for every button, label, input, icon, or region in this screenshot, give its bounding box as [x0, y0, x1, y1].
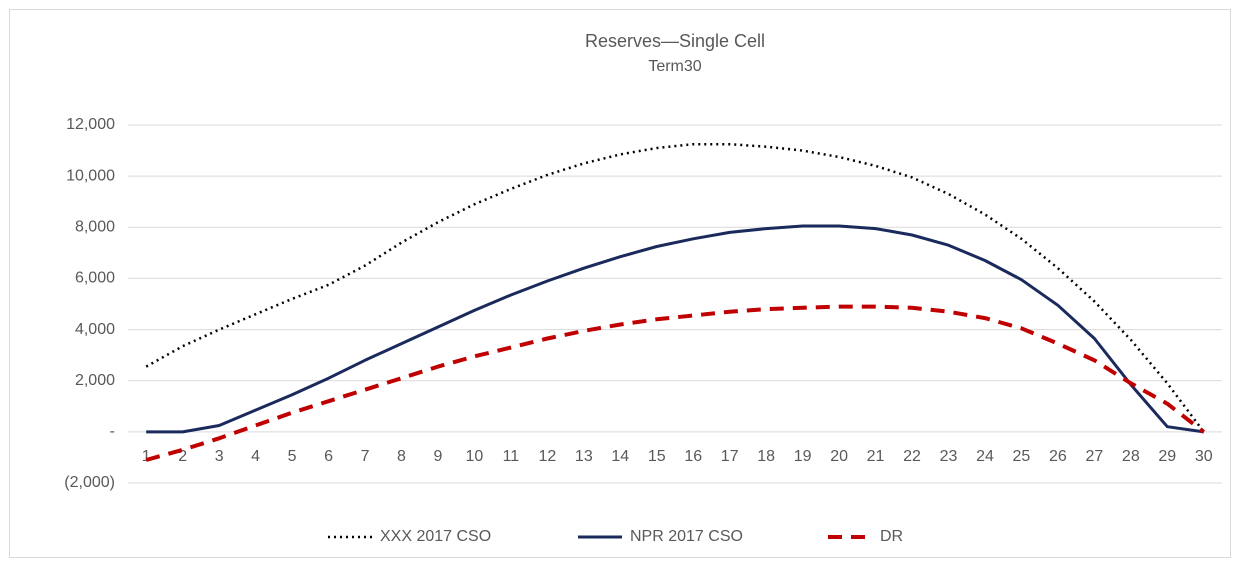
legend-label: XXX 2017 CSO [380, 528, 491, 545]
x-tick-label: 14 [611, 448, 629, 465]
x-tick-label: 1 [142, 448, 151, 465]
y-tick-label: (2,000) [64, 474, 115, 491]
x-tick-label: 30 [1195, 448, 1213, 465]
x-tick-label: 17 [721, 448, 739, 465]
x-tick-label: 29 [1158, 448, 1176, 465]
chart-subtitle: Term30 [648, 58, 701, 75]
x-tick-label: 28 [1122, 448, 1140, 465]
x-tick-label: 25 [1013, 448, 1031, 465]
y-tick-label: 4,000 [75, 321, 115, 338]
x-tick-label: 23 [940, 448, 958, 465]
x-tick-label: 5 [288, 448, 297, 465]
x-tick-label: 24 [976, 448, 994, 465]
x-tick-label: 15 [648, 448, 666, 465]
x-tick-label: 20 [830, 448, 848, 465]
x-tick-label: 18 [757, 448, 775, 465]
x-tick-label: 12 [538, 448, 556, 465]
x-tick-label: 19 [794, 448, 812, 465]
chart-title: Reserves—Single Cell [585, 31, 765, 51]
y-tick-label: 6,000 [75, 270, 115, 287]
x-tick-label: 11 [503, 448, 520, 465]
x-tick-label: 4 [251, 448, 260, 465]
x-tick-label: 16 [684, 448, 702, 465]
x-tick-label: 7 [361, 448, 370, 465]
series-line [146, 224, 1205, 434]
x-tick-label: 27 [1085, 448, 1103, 465]
y-tick-label: 12,000 [66, 116, 115, 133]
x-tick-label: 6 [324, 448, 333, 465]
y-tick-label: 2,000 [75, 372, 115, 389]
y-tick-label: 8,000 [75, 219, 115, 236]
x-tick-label: 22 [903, 448, 921, 465]
series-line [145, 304, 1206, 462]
legend-label: DR [880, 528, 903, 545]
y-tick-label: 10,000 [66, 167, 115, 184]
x-tick-label: 10 [466, 448, 484, 465]
x-tick-label: 2 [178, 448, 187, 465]
x-tick-label: 8 [397, 448, 406, 465]
y-tick-label: - [110, 423, 115, 440]
x-tick-label: 21 [867, 448, 885, 465]
x-tick-label: 26 [1049, 448, 1067, 465]
x-tick-label: 13 [575, 448, 593, 465]
legend-label: NPR 2017 CSO [630, 528, 743, 545]
series-line [145, 142, 1205, 433]
x-tick-label: 9 [434, 448, 443, 465]
x-tick-label: 3 [215, 448, 224, 465]
chart-border [9, 9, 1231, 558]
